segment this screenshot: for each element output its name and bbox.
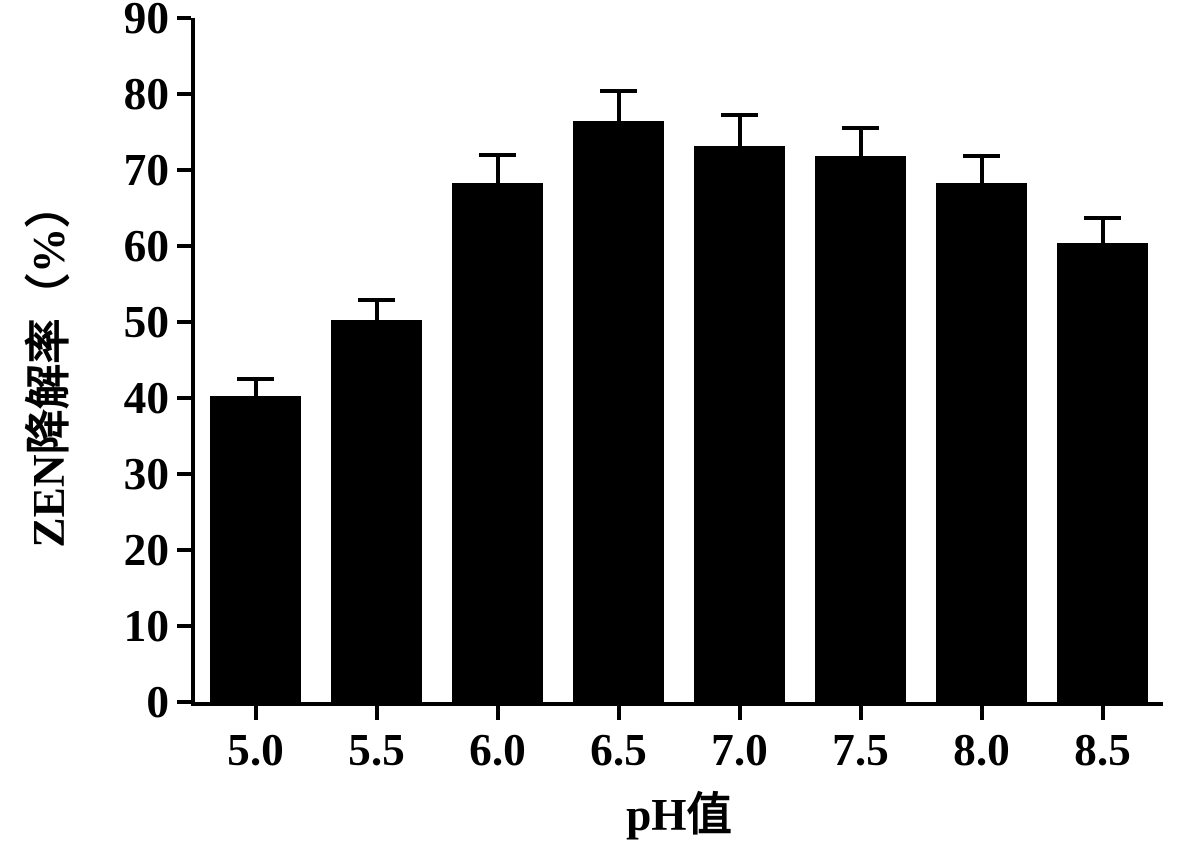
x-tick-mark [375,706,379,720]
x-tick-label: 6.5 [558,724,679,776]
y-tick-label: 80 [89,66,169,122]
error-bar [859,128,863,155]
y-tick-mark [177,168,191,172]
y-tick-mark [177,92,191,96]
x-axis-label: pH值 [195,778,1163,844]
error-bar-cap [1084,216,1120,220]
y-tick-label: 70 [89,142,169,198]
error-bar-cap [600,89,636,93]
x-tick-mark [980,706,984,720]
error-bar [375,300,379,321]
y-tick-mark [177,16,191,20]
error-bar-cap [237,377,273,381]
y-tick-label: 90 [89,0,169,46]
error-bar [738,115,742,145]
y-tick-mark [177,244,191,248]
y-axis-label: ZEN降解率（%） [12,165,78,565]
error-bar [254,379,258,396]
error-bar [617,91,621,121]
bar [815,156,906,702]
y-tick-mark [177,548,191,552]
x-tick-mark [1101,706,1105,720]
error-bar-cap [721,113,757,117]
x-tick-label: 5.0 [195,724,316,776]
error-bar-cap [963,154,999,158]
error-bar [980,156,984,183]
y-axis-line [191,18,195,706]
error-bar [496,155,500,183]
error-bar-cap [479,153,515,157]
y-tick-label: 60 [89,218,169,274]
y-tick-mark [177,320,191,324]
bar [936,183,1027,702]
y-tick-mark [177,624,191,628]
x-tick-label: 6.0 [437,724,558,776]
bar [331,320,422,702]
error-bar-cap [358,298,394,302]
x-tick-mark [859,706,863,720]
x-tick-mark [617,706,621,720]
x-axis-line [191,702,1163,706]
plot-area: 01020304050607080905.05.56.06.57.07.58.0… [195,18,1163,702]
x-tick-label: 5.5 [316,724,437,776]
x-tick-label: 7.0 [679,724,800,776]
y-tick-label: 30 [89,446,169,502]
bar [694,146,785,702]
y-tick-label: 50 [89,294,169,350]
x-tick-label: 7.5 [800,724,921,776]
bar [452,183,543,702]
y-tick-label: 40 [89,370,169,426]
x-tick-mark [254,706,258,720]
error-bar-cap [842,126,878,130]
error-bar [1101,218,1105,243]
chart-container: ZEN降解率（%） pH值 01020304050607080905.05.56… [0,0,1190,847]
bar [210,396,301,702]
bar [573,121,664,702]
x-tick-mark [738,706,742,720]
y-tick-mark [177,396,191,400]
y-tick-mark [177,472,191,476]
y-tick-label: 0 [89,674,169,730]
bar [1057,243,1148,702]
x-tick-label: 8.5 [1042,724,1163,776]
x-tick-mark [496,706,500,720]
y-tick-mark [177,700,191,704]
y-tick-label: 10 [89,598,169,654]
y-tick-label: 20 [89,522,169,578]
x-tick-label: 8.0 [921,724,1042,776]
